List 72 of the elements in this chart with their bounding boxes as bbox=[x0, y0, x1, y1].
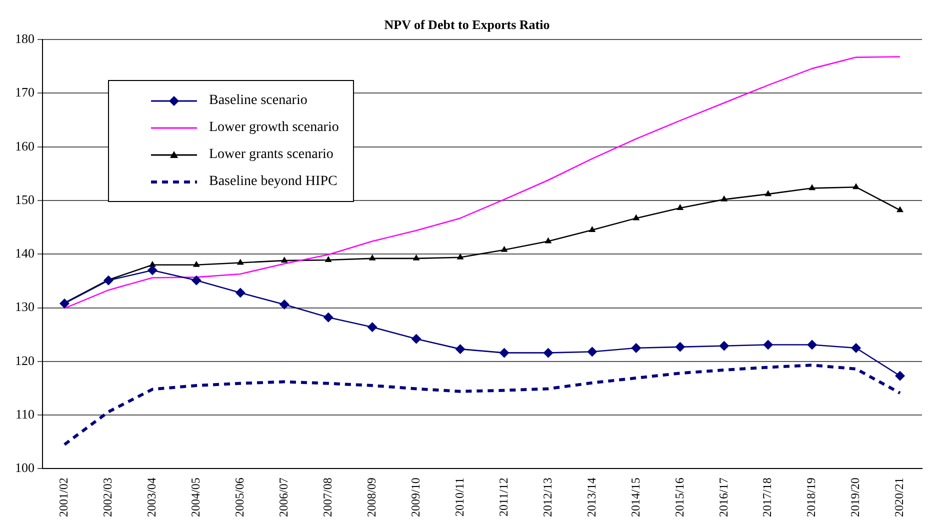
x-tick-label: 2020/21 bbox=[892, 478, 906, 518]
y-tick-label: 140 bbox=[15, 246, 34, 261]
x-tick-label: 2013/14 bbox=[584, 478, 598, 518]
x-tick-label: 2006/07 bbox=[276, 478, 291, 518]
point bbox=[543, 348, 554, 358]
point bbox=[763, 340, 774, 350]
point bbox=[280, 256, 288, 263]
point bbox=[367, 322, 378, 332]
line-series bbox=[62, 364, 902, 446]
point bbox=[588, 226, 596, 232]
point bbox=[852, 183, 860, 190]
legend-label: Baseline scenario bbox=[209, 92, 308, 108]
point bbox=[368, 254, 376, 260]
point bbox=[631, 342, 642, 353]
point bbox=[411, 334, 422, 344]
point bbox=[323, 312, 334, 322]
point bbox=[59, 298, 70, 308]
point bbox=[676, 204, 684, 210]
point bbox=[279, 300, 290, 310]
x-tick-label: 2003/04 bbox=[144, 478, 159, 518]
y-tick-label: 100 bbox=[15, 460, 34, 476]
point bbox=[324, 256, 332, 262]
x-tick-label: 2007/08 bbox=[320, 478, 334, 518]
point bbox=[455, 344, 466, 354]
point bbox=[236, 258, 244, 265]
x-tick-label: 2017/18 bbox=[760, 478, 774, 518]
point bbox=[499, 348, 510, 358]
y-tick-label: 160 bbox=[15, 138, 34, 154]
point bbox=[192, 260, 200, 267]
x-tick-label: 2009/10 bbox=[408, 478, 422, 518]
point bbox=[103, 275, 114, 286]
point bbox=[720, 195, 728, 202]
point bbox=[808, 184, 816, 190]
x-tick-label: 2012/13 bbox=[540, 478, 554, 518]
legend-label: Lower growth scenario bbox=[209, 120, 339, 136]
point bbox=[895, 370, 906, 381]
x-tick-label: 2015/16 bbox=[672, 478, 686, 518]
point bbox=[675, 342, 686, 352]
x-tick-label: 2019/20 bbox=[848, 478, 862, 518]
x-tick-label: 2004/05 bbox=[188, 478, 203, 518]
point bbox=[191, 275, 202, 286]
point bbox=[412, 254, 420, 260]
point bbox=[764, 190, 772, 196]
point bbox=[147, 265, 158, 276]
x-tick-label: 2008/09 bbox=[364, 478, 378, 518]
y-tick-label: 130 bbox=[15, 299, 34, 314]
point bbox=[807, 340, 818, 350]
x-tick-label: 2011/12 bbox=[496, 478, 510, 517]
point bbox=[544, 237, 552, 244]
point bbox=[896, 206, 904, 212]
x-tick-label: 2010/11 bbox=[452, 478, 466, 517]
point bbox=[235, 288, 246, 298]
point bbox=[500, 246, 508, 252]
point bbox=[587, 346, 598, 357]
x-tick-label: 2001/02 bbox=[56, 478, 71, 518]
y-tick-label: 120 bbox=[15, 352, 34, 368]
x-tick-label: 2016/17 bbox=[716, 478, 730, 518]
point bbox=[851, 342, 862, 353]
chart-title: NPV of Debt to Exports Ratio bbox=[384, 17, 550, 32]
y-tick-label: 180 bbox=[15, 31, 34, 46]
legend-label: Baseline beyond HIPC bbox=[209, 174, 338, 190]
x-tick-label: 2005/06 bbox=[232, 478, 247, 518]
y-tick-label: 170 bbox=[15, 84, 34, 100]
x-tick-label: 2018/19 bbox=[804, 478, 818, 518]
legend-label: Lower grants scenario bbox=[209, 146, 334, 162]
y-tick-label: 110 bbox=[15, 406, 34, 422]
y-tick-label: 150 bbox=[15, 192, 34, 207]
x-tick-label: 2002/03 bbox=[100, 478, 115, 518]
point bbox=[719, 340, 730, 351]
x-tick-label: 2014/15 bbox=[628, 478, 642, 518]
point bbox=[456, 253, 464, 260]
point bbox=[632, 214, 640, 220]
